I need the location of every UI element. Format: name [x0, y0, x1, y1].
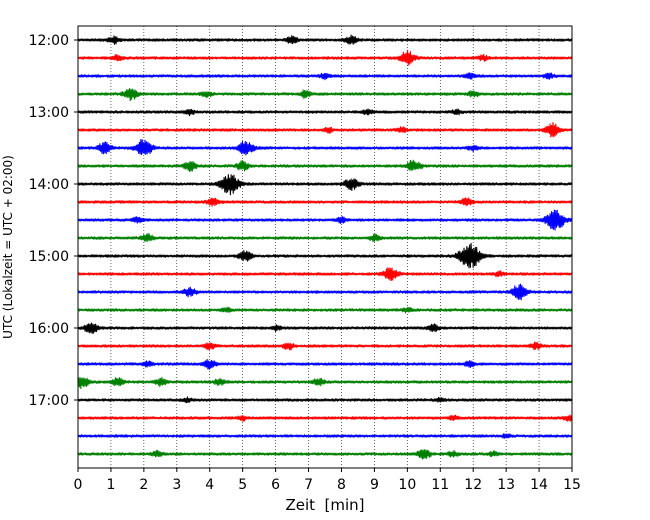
trace-1730 — [77, 433, 573, 439]
y-axis-label: UTC (Lokalzeit = UTC + 02:00) — [1, 155, 15, 339]
trace-1430 — [77, 209, 573, 231]
x-tick-label: 10 — [398, 477, 416, 493]
y-tick-label: 13:00 — [29, 105, 69, 121]
x-tick-label: 2 — [139, 477, 148, 493]
trace-1515 — [77, 267, 573, 281]
trace-1545 — [77, 306, 573, 314]
x-tick-label: 5 — [238, 477, 247, 493]
trace-1645 — [77, 376, 573, 390]
x-tick-label: 4 — [205, 477, 214, 493]
y-axis-ticks: 12:00 13:00 14:00 15:00 16:00 17:00 — [29, 33, 78, 409]
x-tick-label: 1 — [106, 477, 115, 493]
trace-1445 — [77, 232, 573, 243]
trace-1245 — [77, 88, 573, 102]
trace-1630 — [77, 358, 573, 370]
trace-1715 — [77, 414, 573, 422]
x-tick-label: 7 — [304, 477, 313, 493]
trace-1400 — [77, 174, 573, 196]
x-tick-label: 9 — [370, 477, 379, 493]
trace-group — [77, 34, 573, 460]
x-tick-label: 15 — [563, 477, 581, 493]
trace-1700 — [77, 396, 573, 404]
x-tick-label: 8 — [337, 477, 346, 493]
trace-1230 — [77, 72, 573, 81]
trace-1745 — [77, 449, 573, 460]
trace-1530 — [77, 283, 573, 301]
trace-1615 — [77, 341, 573, 351]
trace-1200 — [77, 34, 573, 46]
trace-1300 — [77, 108, 573, 117]
x-tick-label: 0 — [74, 477, 83, 493]
trace-1600 — [77, 322, 573, 335]
x-tick-label: 14 — [530, 477, 548, 493]
x-tick-label: 13 — [497, 477, 515, 493]
plot-frame — [77, 25, 573, 469]
trace-1215 — [77, 50, 573, 66]
x-axis-label: Zeit [min] — [285, 496, 364, 514]
y-tick-label: 16:00 — [29, 321, 69, 337]
y-tick-label: 14:00 — [29, 177, 69, 193]
trace-1500 — [77, 242, 573, 269]
y-tick-label: 17:00 — [29, 393, 69, 409]
y-tick-label: 15:00 — [29, 249, 69, 265]
x-tick-label: 6 — [271, 477, 280, 493]
x-tick-label: 3 — [172, 477, 181, 493]
x-axis-ticks: 0 1 2 3 4 5 6 7 8 9 10 11 12 13 14 15 — [74, 468, 581, 493]
x-tick-label: 11 — [431, 477, 449, 493]
trace-1345 — [77, 159, 573, 172]
y-tick-label: 12:00 — [29, 33, 69, 49]
x-tick-label: 12 — [464, 477, 482, 493]
trace-1315 — [77, 122, 573, 138]
trace-1330 — [77, 138, 573, 156]
trace-1415 — [77, 197, 573, 207]
